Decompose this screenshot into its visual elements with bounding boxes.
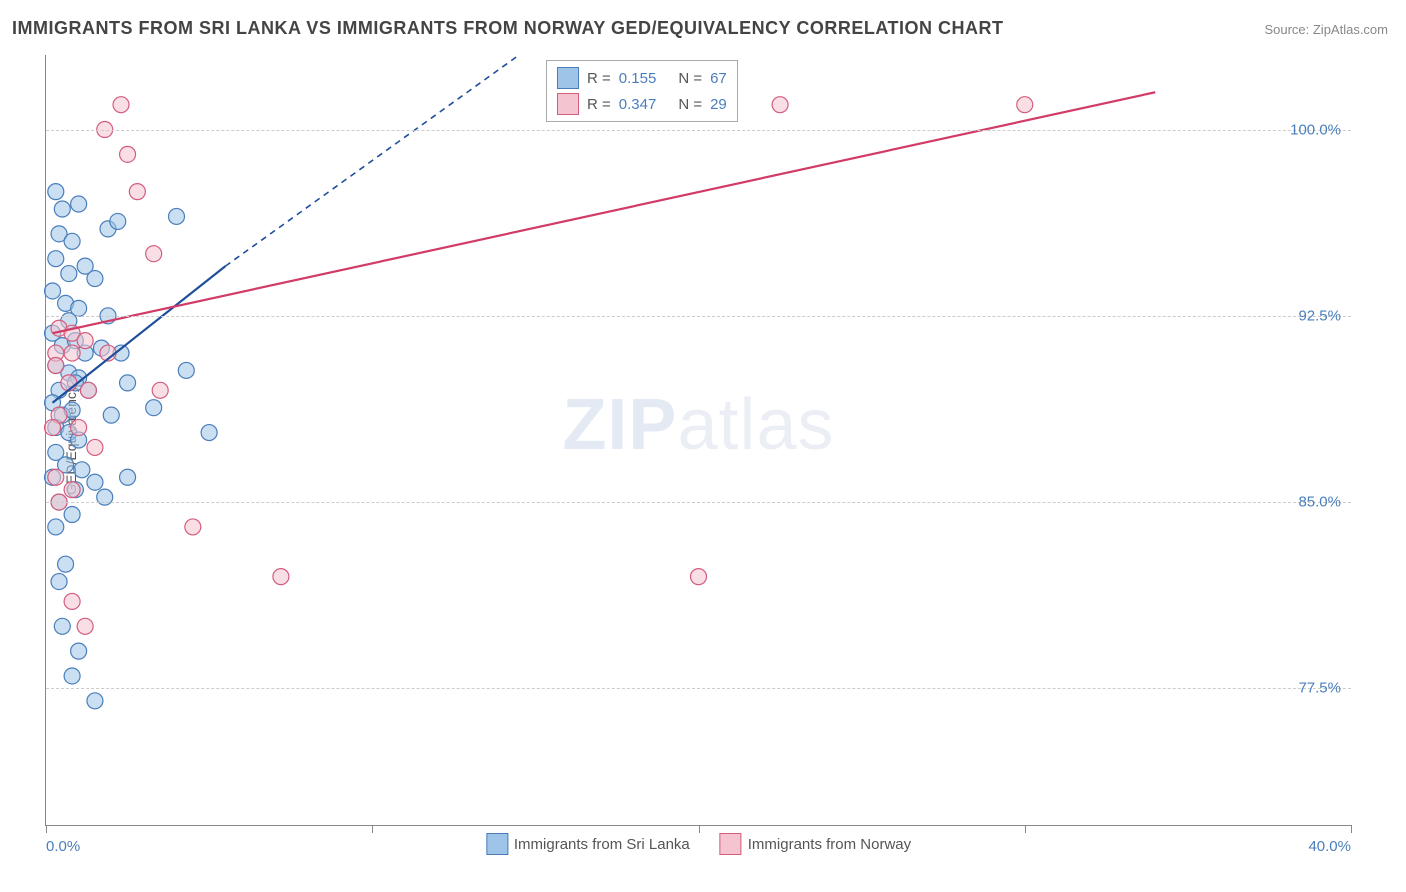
legend-r-label: R =	[587, 70, 611, 87]
data-point	[185, 519, 201, 535]
data-point	[77, 333, 93, 349]
legend-n-label: N =	[678, 96, 702, 113]
data-point	[54, 618, 70, 634]
data-point	[87, 439, 103, 455]
data-point	[1017, 97, 1033, 113]
data-point	[54, 201, 70, 217]
data-point	[64, 482, 80, 498]
source-value: ZipAtlas.com	[1313, 22, 1388, 37]
data-point	[48, 469, 64, 485]
data-point	[120, 375, 136, 391]
data-point	[169, 208, 185, 224]
data-point	[113, 97, 129, 113]
source-credit: Source: ZipAtlas.com	[1264, 22, 1388, 37]
data-point	[74, 462, 90, 478]
legend-row-series2: R = 0.347 N = 29	[557, 91, 727, 117]
xtick	[1025, 825, 1026, 833]
data-point	[45, 283, 61, 299]
x-axis-max-label: 40.0%	[1308, 838, 1351, 855]
series-legend-item-2: Immigrants from Norway	[720, 833, 911, 855]
legend-n-value-2: 29	[710, 96, 727, 113]
data-point	[64, 593, 80, 609]
legend-swatch-2	[557, 93, 579, 115]
data-point	[48, 251, 64, 267]
data-point	[64, 507, 80, 523]
chart-plot-area: GED/Equivalency ZIPatlas R = 0.155 N = 6…	[45, 55, 1351, 826]
data-point	[87, 693, 103, 709]
legend-row-series1: R = 0.155 N = 67	[557, 65, 727, 91]
data-point	[71, 196, 87, 212]
correlation-legend: R = 0.155 N = 67 R = 0.347 N = 29	[546, 60, 738, 122]
legend-r-label: R =	[587, 96, 611, 113]
chart-title: IMMIGRANTS FROM SRI LANKA VS IMMIGRANTS …	[12, 18, 1004, 39]
xtick	[46, 825, 47, 833]
xtick	[372, 825, 373, 833]
series-legend-item-1: Immigrants from Sri Lanka	[486, 833, 690, 855]
legend-n-label: N =	[678, 70, 702, 87]
data-point	[77, 618, 93, 634]
gridline	[46, 130, 1351, 131]
legend-swatch-1	[557, 67, 579, 89]
scatter-svg	[46, 55, 1351, 825]
x-axis-min-label: 0.0%	[46, 838, 80, 855]
series-legend: Immigrants from Sri Lanka Immigrants fro…	[486, 833, 911, 855]
data-point	[64, 668, 80, 684]
data-point	[80, 382, 96, 398]
data-point	[146, 246, 162, 262]
series-swatch-2	[720, 833, 742, 855]
xtick	[699, 825, 700, 833]
source-label: Source:	[1264, 22, 1312, 37]
data-point	[51, 574, 67, 590]
data-point	[129, 184, 145, 200]
data-point	[48, 519, 64, 535]
data-point	[64, 345, 80, 361]
ytick-label: 92.5%	[1298, 307, 1341, 324]
data-point	[87, 474, 103, 490]
data-point	[103, 407, 119, 423]
series-label-1: Immigrants from Sri Lanka	[514, 836, 690, 853]
legend-n-value-1: 67	[710, 70, 727, 87]
data-point	[201, 425, 217, 441]
data-point	[772, 97, 788, 113]
data-point	[146, 400, 162, 416]
data-point	[120, 146, 136, 162]
data-point	[87, 271, 103, 287]
data-point	[273, 569, 289, 585]
data-point	[71, 643, 87, 659]
ytick-label: 85.0%	[1298, 494, 1341, 511]
data-point	[48, 184, 64, 200]
series-swatch-1	[486, 833, 508, 855]
data-point	[58, 556, 74, 572]
xtick	[1351, 825, 1352, 833]
ytick-label: 100.0%	[1290, 121, 1341, 138]
data-point	[64, 233, 80, 249]
gridline	[46, 502, 1351, 503]
data-point	[178, 362, 194, 378]
ytick-label: 77.5%	[1298, 680, 1341, 697]
legend-r-value-1: 0.155	[619, 70, 657, 87]
series-label-2: Immigrants from Norway	[748, 836, 911, 853]
regression-line	[53, 92, 1156, 333]
data-point	[120, 469, 136, 485]
data-point	[45, 420, 61, 436]
data-point	[71, 420, 87, 436]
regression-line-extrapolated	[225, 55, 519, 266]
gridline	[46, 688, 1351, 689]
data-point	[48, 357, 64, 373]
legend-r-value-2: 0.347	[619, 96, 657, 113]
data-point	[61, 266, 77, 282]
data-point	[152, 382, 168, 398]
data-point	[691, 569, 707, 585]
data-point	[110, 213, 126, 229]
gridline	[46, 316, 1351, 317]
